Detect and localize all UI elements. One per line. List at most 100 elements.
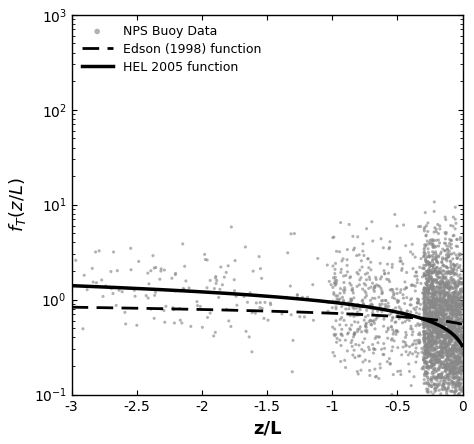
NPS Buoy Data bbox=[428, 309, 436, 317]
NPS Buoy Data bbox=[455, 375, 463, 382]
NPS Buoy Data bbox=[400, 294, 407, 301]
NPS Buoy Data bbox=[425, 267, 432, 274]
NPS Buoy Data bbox=[355, 353, 362, 360]
NPS Buoy Data bbox=[449, 276, 457, 283]
NPS Buoy Data bbox=[340, 287, 347, 294]
NPS Buoy Data bbox=[356, 341, 363, 349]
NPS Buoy Data bbox=[258, 305, 266, 312]
NPS Buoy Data bbox=[429, 333, 437, 340]
NPS Buoy Data bbox=[455, 310, 463, 317]
NPS Buoy Data bbox=[412, 322, 420, 329]
NPS Buoy Data bbox=[424, 305, 431, 312]
NPS Buoy Data bbox=[444, 301, 452, 308]
NPS Buoy Data bbox=[425, 301, 432, 309]
NPS Buoy Data bbox=[416, 329, 423, 337]
NPS Buoy Data bbox=[228, 223, 235, 230]
NPS Buoy Data bbox=[437, 310, 445, 317]
NPS Buoy Data bbox=[456, 357, 464, 364]
NPS Buoy Data bbox=[454, 345, 462, 352]
NPS Buoy Data bbox=[396, 289, 404, 296]
NPS Buoy Data bbox=[403, 269, 410, 276]
NPS Buoy Data bbox=[457, 311, 465, 318]
NPS Buoy Data bbox=[386, 278, 393, 285]
NPS Buoy Data bbox=[429, 328, 437, 335]
NPS Buoy Data bbox=[437, 282, 444, 289]
NPS Buoy Data bbox=[215, 294, 222, 301]
NPS Buoy Data bbox=[289, 337, 297, 344]
NPS Buoy Data bbox=[421, 319, 429, 326]
NPS Buoy Data bbox=[458, 377, 465, 384]
NPS Buoy Data bbox=[430, 325, 438, 332]
NPS Buoy Data bbox=[448, 381, 456, 388]
NPS Buoy Data bbox=[438, 375, 445, 382]
NPS Buoy Data bbox=[455, 368, 463, 375]
NPS Buoy Data bbox=[448, 316, 456, 323]
NPS Buoy Data bbox=[449, 298, 456, 305]
NPS Buoy Data bbox=[427, 327, 434, 334]
NPS Buoy Data bbox=[455, 329, 463, 336]
NPS Buoy Data bbox=[420, 334, 428, 341]
NPS Buoy Data bbox=[435, 310, 443, 317]
NPS Buoy Data bbox=[443, 284, 450, 291]
NPS Buoy Data bbox=[444, 315, 452, 322]
NPS Buoy Data bbox=[407, 296, 414, 303]
NPS Buoy Data bbox=[168, 275, 176, 282]
NPS Buoy Data bbox=[438, 311, 446, 318]
NPS Buoy Data bbox=[441, 297, 449, 305]
NPS Buoy Data bbox=[440, 328, 447, 335]
NPS Buoy Data bbox=[361, 327, 369, 334]
NPS Buoy Data bbox=[427, 351, 435, 358]
NPS Buoy Data bbox=[201, 256, 209, 263]
NPS Buoy Data bbox=[456, 365, 464, 372]
NPS Buoy Data bbox=[428, 336, 436, 343]
NPS Buoy Data bbox=[439, 349, 447, 357]
NPS Buoy Data bbox=[453, 342, 461, 349]
NPS Buoy Data bbox=[433, 335, 441, 342]
NPS Buoy Data bbox=[445, 377, 452, 384]
NPS Buoy Data bbox=[456, 369, 464, 376]
NPS Buoy Data bbox=[172, 270, 179, 277]
NPS Buoy Data bbox=[433, 272, 440, 279]
NPS Buoy Data bbox=[445, 327, 452, 334]
NPS Buoy Data bbox=[361, 294, 369, 301]
NPS Buoy Data bbox=[436, 328, 443, 335]
NPS Buoy Data bbox=[448, 307, 456, 314]
NPS Buoy Data bbox=[244, 299, 251, 306]
NPS Buoy Data bbox=[422, 345, 430, 352]
NPS Buoy Data bbox=[449, 367, 456, 374]
NPS Buoy Data bbox=[421, 323, 428, 330]
NPS Buoy Data bbox=[394, 328, 401, 335]
NPS Buoy Data bbox=[451, 309, 458, 316]
NPS Buoy Data bbox=[425, 351, 432, 358]
Legend: NPS Buoy Data, Edson (1998) function, HEL 2005 function: NPS Buoy Data, Edson (1998) function, HE… bbox=[78, 21, 265, 78]
NPS Buoy Data bbox=[450, 367, 458, 374]
NPS Buoy Data bbox=[453, 364, 461, 371]
NPS Buoy Data bbox=[425, 278, 433, 285]
NPS Buoy Data bbox=[452, 342, 459, 349]
NPS Buoy Data bbox=[443, 332, 450, 339]
NPS Buoy Data bbox=[445, 280, 452, 287]
NPS Buoy Data bbox=[456, 367, 464, 374]
NPS Buoy Data bbox=[356, 251, 363, 258]
NPS Buoy Data bbox=[351, 330, 358, 337]
NPS Buoy Data bbox=[430, 300, 438, 307]
NPS Buoy Data bbox=[441, 339, 449, 346]
NPS Buoy Data bbox=[427, 337, 434, 345]
NPS Buoy Data bbox=[442, 280, 450, 287]
NPS Buoy Data bbox=[421, 329, 429, 336]
NPS Buoy Data bbox=[386, 360, 394, 367]
NPS Buoy Data bbox=[450, 388, 458, 396]
NPS Buoy Data bbox=[433, 312, 440, 319]
NPS Buoy Data bbox=[440, 267, 447, 274]
NPS Buoy Data bbox=[453, 327, 461, 334]
HEL 2005 function bbox=[241, 292, 246, 297]
NPS Buoy Data bbox=[423, 270, 431, 277]
NPS Buoy Data bbox=[447, 369, 454, 376]
NPS Buoy Data bbox=[422, 346, 429, 353]
NPS Buoy Data bbox=[446, 320, 454, 327]
NPS Buoy Data bbox=[289, 368, 296, 375]
NPS Buoy Data bbox=[371, 325, 379, 333]
NPS Buoy Data bbox=[435, 349, 442, 356]
NPS Buoy Data bbox=[440, 343, 448, 350]
NPS Buoy Data bbox=[447, 237, 455, 244]
